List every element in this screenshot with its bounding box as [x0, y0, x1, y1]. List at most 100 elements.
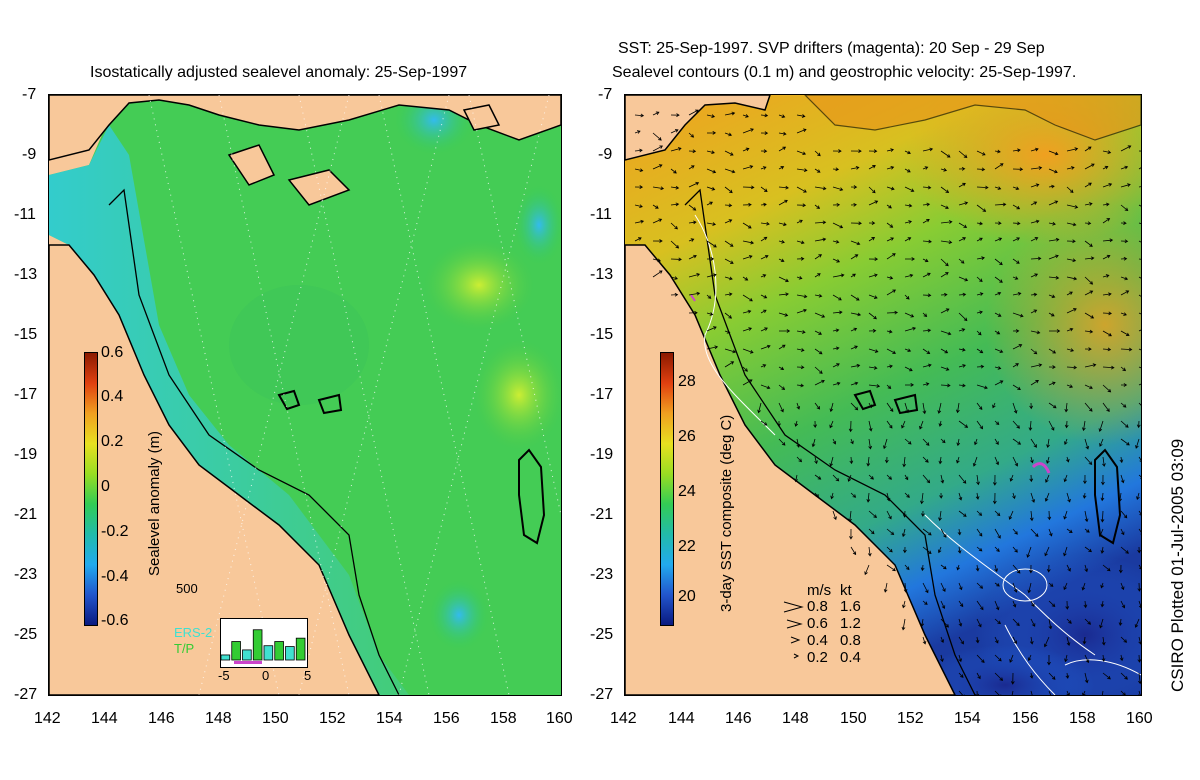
- velocity-arrow: [1048, 402, 1057, 409]
- histogram-ymax-label: 500: [176, 581, 198, 596]
- velocity-arrow: [760, 274, 767, 278]
- velocity-arrow: [813, 420, 818, 429]
- sla-colorbar-tick: -0.6: [101, 612, 129, 629]
- velocity-arrow: [832, 510, 837, 521]
- velocity-arrow: [1027, 582, 1032, 594]
- velocity-arrow: [706, 326, 717, 332]
- velocity-arrow: [1084, 510, 1089, 523]
- velocity-arrow: [1012, 258, 1020, 264]
- velocity-arrow: [922, 272, 931, 278]
- sst-colorbar-tick: 28: [678, 373, 696, 390]
- velocity-arrow: [688, 149, 697, 154]
- velocity-arrow: [1120, 330, 1130, 336]
- velocity-arrow: [886, 510, 892, 520]
- histogram-bar: [263, 645, 274, 661]
- lon-tick: 146: [148, 710, 175, 727]
- right-panel-title-line2: Sealevel contours (0.1 m) and geostrophi…: [612, 64, 1077, 81]
- velocity-arrow: [1082, 690, 1086, 695]
- velocity-arrow: [939, 492, 943, 499]
- velocity-arrow: [778, 438, 786, 446]
- velocity-arrow: [1066, 492, 1071, 503]
- velocity-arrow: [742, 240, 755, 245]
- velocity-arrow: [956, 438, 961, 447]
- velocity-arrow: [742, 366, 748, 372]
- velocity-arrow: [850, 294, 860, 301]
- velocity-arrow: [958, 222, 968, 228]
- velocity-arrow: [976, 654, 985, 663]
- velocity-arrow: [958, 636, 964, 645]
- velocity-legend-header-kt: kt: [840, 582, 852, 599]
- velocity-arrow: [1064, 420, 1069, 429]
- velocity-arrow: [904, 168, 911, 173]
- velocity-arrow: [922, 293, 932, 298]
- lon-tick: 144: [91, 710, 118, 727]
- velocity-arrow: [1082, 492, 1087, 499]
- velocity-arrow: [994, 380, 1004, 386]
- sst-colorbar-tick: 20: [678, 588, 696, 605]
- velocity-arrow: [976, 600, 984, 611]
- velocity-arrow: [994, 600, 1000, 611]
- velocity-arrow: [1084, 402, 1093, 412]
- velocity-arrow: [706, 168, 717, 174]
- velocity-arrow: [922, 218, 930, 224]
- velocity-arrow: [920, 618, 925, 627]
- lat-tick: -27: [14, 686, 38, 703]
- velocity-arrow: [994, 618, 1001, 625]
- velocity-arrow: [1120, 546, 1129, 554]
- velocity-arrow: [940, 564, 947, 570]
- velocity-arrow: [1120, 145, 1132, 152]
- velocity-arrow: [1029, 510, 1034, 522]
- velocity-arrow: [976, 582, 984, 589]
- velocity-arrow: [670, 292, 679, 297]
- velocity-arrow: [1138, 294, 1141, 297]
- velocity-arrow: [975, 564, 980, 572]
- velocity-arrow: [1138, 474, 1141, 479]
- velocity-arrow: [1012, 363, 1019, 368]
- velocity-arrow: [794, 474, 798, 483]
- velocity-arrow: [814, 348, 823, 355]
- velocity-arrow: [976, 546, 983, 552]
- velocity-arrow: [1029, 672, 1034, 679]
- velocity-arrow: [1012, 186, 1020, 191]
- velocity-arrow: [814, 379, 825, 386]
- velocity-arrow: [1048, 348, 1057, 354]
- velocity-arrow: [1120, 474, 1125, 484]
- velocity-arrow: [904, 186, 915, 192]
- velocity-arrow: [724, 150, 734, 156]
- velocity-arrow: [832, 149, 842, 153]
- velocity-arrow: [1048, 528, 1053, 537]
- velocity-arrow: [850, 185, 858, 189]
- velocity-arrow: [994, 582, 1000, 587]
- velocity-arrow: [958, 347, 966, 352]
- velocity-legend-arrows: [783, 601, 804, 659]
- velocity-arrow: [994, 276, 1003, 283]
- velocity-arrow: [760, 327, 768, 332]
- velocity-arrow: [940, 220, 953, 224]
- velocity-arrow: [850, 240, 861, 246]
- velocity-arrow: [1138, 690, 1141, 695]
- lon-tick: 154: [376, 710, 403, 727]
- velocity-arrow: [886, 289, 897, 296]
- sst-colorbar-tick: 26: [678, 428, 696, 445]
- velocity-arrow: [1084, 528, 1090, 533]
- velocity-arrow: [1081, 582, 1086, 591]
- velocity-arrow: [634, 185, 644, 189]
- velocity-arrow: [1120, 312, 1127, 316]
- lat-tick: -25: [590, 626, 614, 643]
- velocity-arrow: [1066, 239, 1076, 244]
- velocity-arrow: [724, 276, 733, 281]
- velocity-arrow: [1012, 237, 1020, 242]
- velocity-arrow: [1084, 163, 1095, 170]
- velocity-arrow: [1010, 672, 1015, 685]
- tp-label: T/P: [174, 641, 195, 656]
- velocity-arrow: [1030, 348, 1038, 355]
- velocity-arrow: [868, 328, 877, 333]
- velocity-arrow: [1030, 618, 1036, 627]
- velocity-arrow: [904, 326, 916, 332]
- sla-colorbar-tick: 0.4: [101, 388, 124, 405]
- sst-colorbar: [660, 352, 674, 626]
- velocity-arrow: [778, 166, 785, 170]
- velocity-arrow: [1120, 276, 1129, 281]
- velocity-arrow: [1012, 204, 1021, 210]
- velocity-arrow: [1102, 292, 1112, 297]
